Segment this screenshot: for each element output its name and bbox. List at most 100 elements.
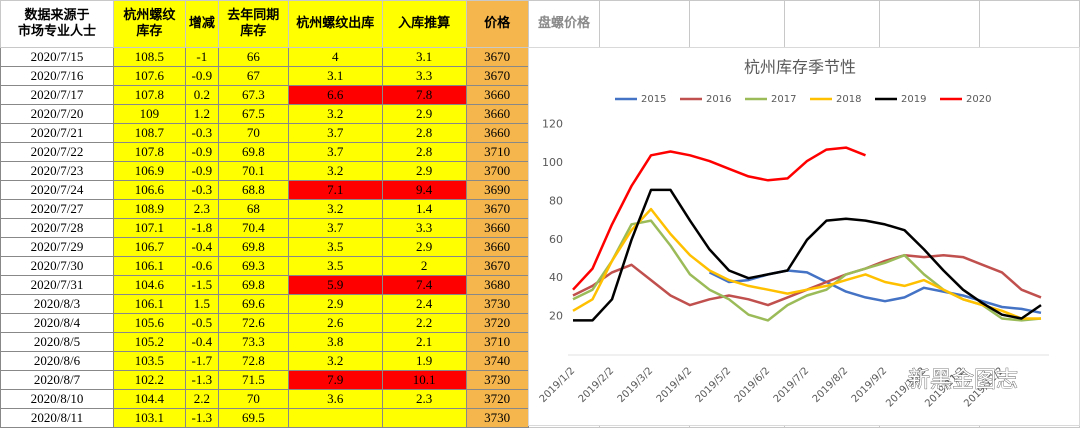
cell: 3.7 xyxy=(287,123,383,143)
cell: 2020/7/17 xyxy=(0,85,114,105)
cell: 2.8 xyxy=(381,142,467,162)
cell: 3.5 xyxy=(287,256,383,276)
cell: 69.8 xyxy=(217,142,289,162)
header-cell: 增减 xyxy=(184,0,219,48)
cell: 3670 xyxy=(465,66,529,86)
cell: -0.6 xyxy=(184,256,219,276)
cell xyxy=(381,408,467,428)
cell: 3.8 xyxy=(287,332,383,352)
cell: 2.9 xyxy=(381,104,467,124)
y-tick-label: 80 xyxy=(549,194,563,207)
cell: 2020/8/3 xyxy=(0,294,114,314)
cell: 2.3 xyxy=(381,389,467,409)
legend-label: 2018 xyxy=(836,94,861,105)
cell: -0.9 xyxy=(184,142,219,162)
cell: 3670 xyxy=(465,47,529,67)
cell: 71.5 xyxy=(217,370,289,390)
cell: 3.3 xyxy=(381,66,467,86)
cell: 7.4 xyxy=(381,275,467,295)
cell: 2020/7/27 xyxy=(0,199,114,219)
header-row: 数据来源于 市场专业人士 杭州螺纹 库存 增减 去年同期 库存 杭州螺纹出库 入库推算 价格… xyxy=(0,0,1080,48)
cell: 3660 xyxy=(465,237,529,257)
cell: 2020/8/4 xyxy=(0,313,114,333)
cell: 2020/7/15 xyxy=(0,47,114,67)
cell: 3680 xyxy=(465,275,529,295)
cell: 73.3 xyxy=(217,332,289,352)
cell: -1 xyxy=(184,47,219,67)
cell: -0.4 xyxy=(184,332,219,352)
series-line xyxy=(572,207,1041,320)
cell: 2020/7/22 xyxy=(0,142,114,162)
cell: 3690 xyxy=(465,180,529,200)
cell: -1.3 xyxy=(184,408,219,428)
cell: 3.6 xyxy=(287,389,383,409)
cell: 2 xyxy=(381,256,467,276)
cell: 108.9 xyxy=(112,199,186,219)
cell: 105.6 xyxy=(112,313,186,333)
cell: 3.2 xyxy=(287,351,383,371)
cell: 7.9 xyxy=(287,370,383,390)
cell: 2.3 xyxy=(184,199,219,219)
cell: 106.6 xyxy=(112,180,186,200)
cell: 1.4 xyxy=(381,199,467,219)
cell: -0.9 xyxy=(184,66,219,86)
legend-label: 2020 xyxy=(966,94,991,105)
cell: 3720 xyxy=(465,389,529,409)
cell: 102.2 xyxy=(112,370,186,390)
cell: 66 xyxy=(217,47,289,67)
cell: 2020/7/16 xyxy=(0,66,114,86)
cell: 10.1 xyxy=(381,370,467,390)
cell: 2020/8/10 xyxy=(0,389,114,409)
header-cell: 去年同期 库存 xyxy=(217,0,289,48)
legend-label: 2017 xyxy=(771,94,796,105)
chart-title: 杭州库存季节性 xyxy=(744,58,856,77)
header-cell: 入库推算 xyxy=(381,0,467,48)
legend-label: 2015 xyxy=(641,94,666,105)
cell: 2.8 xyxy=(381,123,467,143)
empty-cell xyxy=(784,0,881,48)
chart-area xyxy=(528,47,1080,426)
data-row: 2020/7/17 107.8 0.2 67.3 6.6 7.8 3660 xyxy=(0,85,1080,105)
cell: 2020/8/5 xyxy=(0,332,114,352)
cell: 69.5 xyxy=(217,408,289,428)
cell: 106.9 xyxy=(112,161,186,181)
cell: 105.2 xyxy=(112,332,186,352)
cell: 3.2 xyxy=(287,199,383,219)
cell: 6.6 xyxy=(287,85,383,105)
empty-cell xyxy=(879,0,981,48)
cell: 2.4 xyxy=(381,294,467,314)
cell: -0.9 xyxy=(184,161,219,181)
legend-label: 2016 xyxy=(706,94,731,105)
y-tick-label: 120 xyxy=(542,118,563,131)
cell: 3740 xyxy=(465,351,529,371)
cell: 3670 xyxy=(465,256,529,276)
cell: 69.8 xyxy=(217,275,289,295)
empty-cell xyxy=(599,0,691,48)
cell: 108.5 xyxy=(112,47,186,67)
cell: 2.1 xyxy=(381,332,467,352)
cell: 3.2 xyxy=(287,161,383,181)
cell: 2020/8/6 xyxy=(0,351,114,371)
cell: 72.8 xyxy=(217,351,289,371)
cell: 72.6 xyxy=(217,313,289,333)
cell: 3660 xyxy=(465,85,529,105)
cell: 3700 xyxy=(465,161,529,181)
cell: 1.9 xyxy=(381,351,467,371)
cell: 4 xyxy=(287,47,383,67)
cell: 3730 xyxy=(465,370,529,390)
cell: 2.9 xyxy=(381,161,467,181)
cell: 3660 xyxy=(465,104,529,124)
cell: 70.1 xyxy=(217,161,289,181)
cell: 67.5 xyxy=(217,104,289,124)
cell: -0.3 xyxy=(184,180,219,200)
cell: 1.2 xyxy=(184,104,219,124)
cell: 1.5 xyxy=(184,294,219,314)
cell: 106.1 xyxy=(112,294,186,314)
cell: 69.8 xyxy=(217,237,289,257)
cell: -1.8 xyxy=(184,218,219,238)
cell: 3.2 xyxy=(287,104,383,124)
cell: 2.9 xyxy=(287,294,383,314)
cell: 3.1 xyxy=(381,47,467,67)
cell: 2.6 xyxy=(287,313,383,333)
